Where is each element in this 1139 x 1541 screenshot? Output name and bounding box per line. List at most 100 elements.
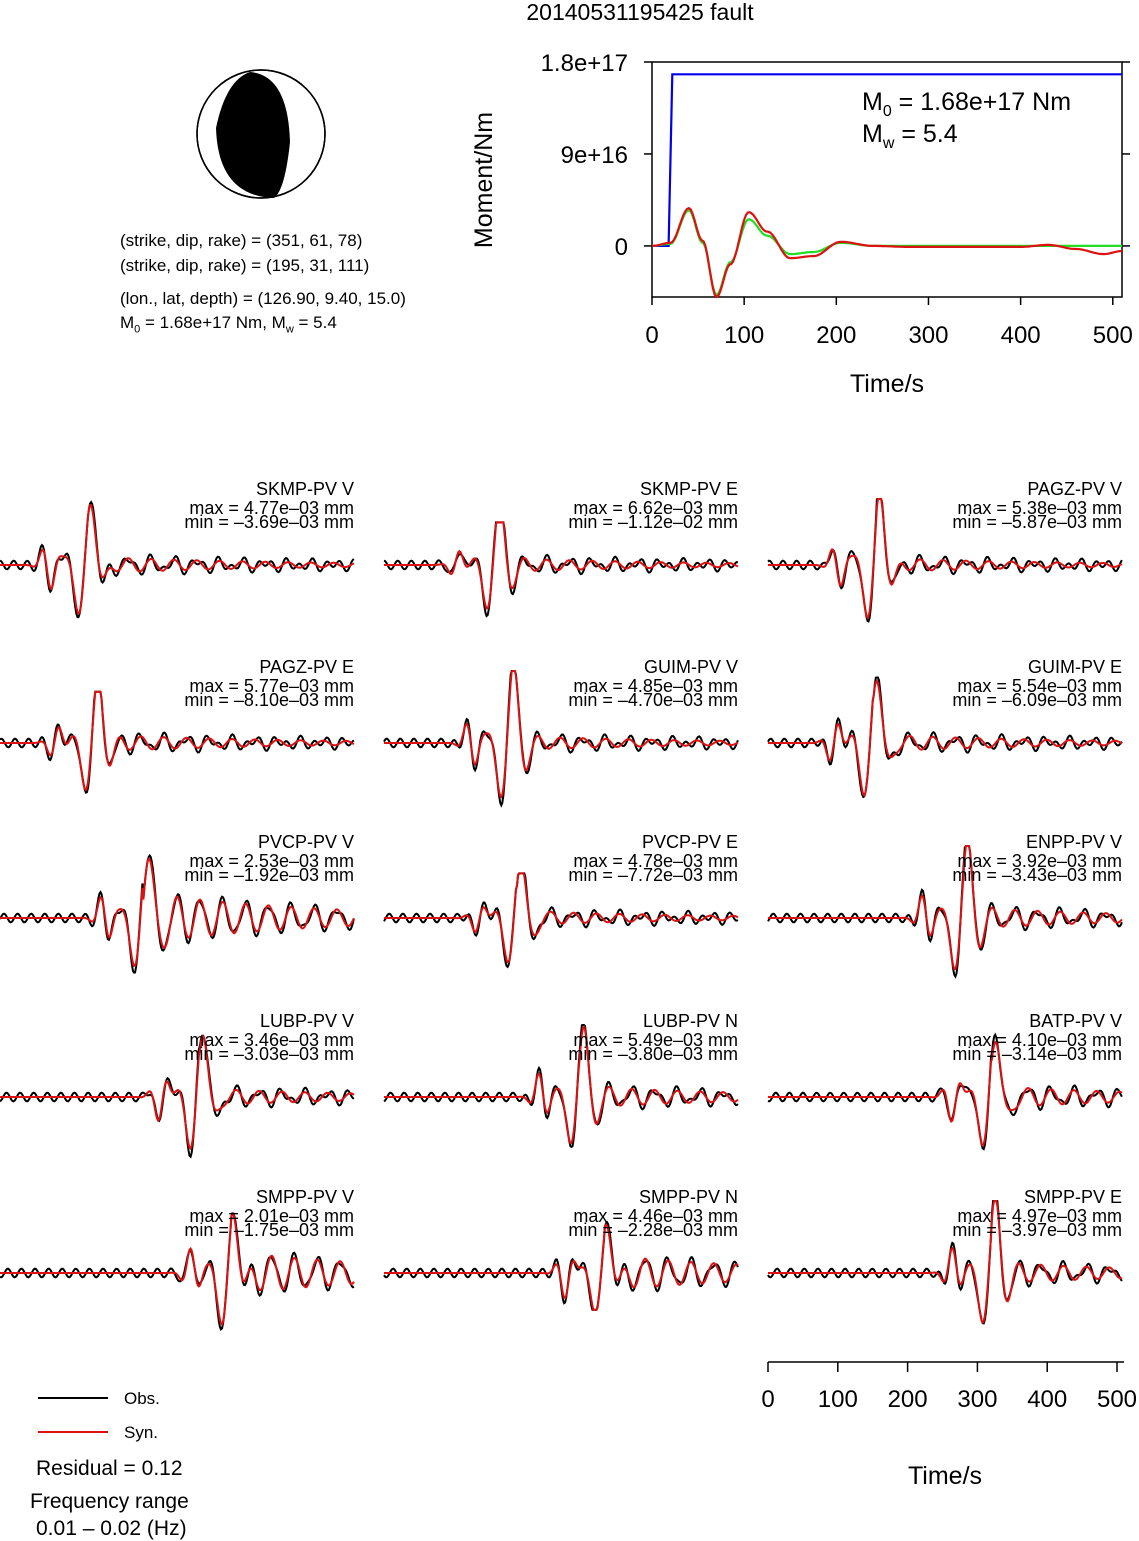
station-label: ENPP-PV V [1026, 832, 1122, 852]
synthetic-trace [384, 872, 739, 964]
moment-annotation-m0: M0 = 1.68e+17 Nm [862, 88, 1071, 120]
station-label: LUBP-PV N [643, 1011, 738, 1031]
station-label: BATP-PV V [1029, 1011, 1122, 1031]
station-label: SMPP-PV E [1024, 1187, 1122, 1207]
frequency-range-value: 0.01 – 0.02 (Hz) [36, 1517, 187, 1540]
max-amplitude-label: max = 5.49e–03 mm [573, 1030, 738, 1050]
max-amplitude-label: max = 4.46e–03 mm [573, 1206, 738, 1226]
focal-mechanism-beachball [196, 69, 326, 199]
synthetic-trace [768, 679, 1123, 798]
mw-main: M [862, 120, 883, 148]
nodal-plane-2: (strike, dip, rake) = (195, 31, 111) [120, 256, 370, 275]
mw-rest: = 5.4 [894, 120, 957, 148]
m0-subscript: 0 [134, 323, 141, 336]
legend-obs-label: Obs. [124, 1389, 160, 1408]
min-amplitude-label: min = –3.03e–03 mm [184, 1044, 354, 1064]
observed-trace [383, 670, 739, 808]
synthetic-trace [0, 857, 355, 967]
moment-ytick-label: 0 [615, 234, 628, 261]
min-amplitude-label: min = –1.75e–03 mm [184, 1220, 354, 1240]
mw-text: = 5.4 [293, 313, 337, 332]
max-amplitude-label: max = 4.77e–03 mm [189, 498, 354, 518]
max-amplitude-label: max = 5.54e–03 mm [957, 676, 1122, 696]
station-label: SMPP-PV N [639, 1187, 738, 1207]
max-amplitude-label: max = 6.62e–03 mm [573, 498, 738, 518]
waveform-xtick-label: 200 [888, 1386, 928, 1413]
synthetic-trace [768, 498, 1123, 620]
m0-rest: = 1.68e+17 Nm [892, 88, 1071, 116]
min-amplitude-label: min = –3.80e–03 mm [568, 1044, 738, 1064]
moment-ytick-label: 9e+16 [561, 142, 628, 169]
moment-xtick-label: 400 [1001, 322, 1041, 349]
min-amplitude-label: min = –7.72e–03 mm [568, 865, 738, 885]
observed-trace [767, 1200, 1123, 1325]
max-amplitude-label: max = 5.77e–03 mm [189, 676, 354, 696]
moment-curves [651, 73, 1123, 299]
min-amplitude-label: min = –3.69e–03 mm [184, 512, 354, 532]
waveform-xtick-label: 300 [957, 1386, 997, 1413]
synthetic-trace [0, 504, 355, 616]
min-amplitude-label: min = –8.10e–03 mm [184, 690, 354, 710]
synthetic-trace [768, 845, 1123, 971]
station-label: PVCP-PV V [258, 832, 354, 852]
moment-magnitude-line: M0 = 1.68e+17 Nm, Mw = 5.4 [120, 313, 337, 335]
max-amplitude-label: max = 4.85e–03 mm [573, 676, 738, 696]
moment-annotation-mw: Mw = 5.4 [862, 120, 958, 152]
min-amplitude-label: min = –1.92e–03 mm [184, 865, 354, 885]
mw-sub: w [882, 135, 895, 152]
moment-ytick-label: 1.8e+17 [541, 50, 628, 77]
min-amplitude-label: min = –2.28e–03 mm [568, 1220, 738, 1240]
moment-xtick-label: 0 [645, 322, 658, 349]
station-label: SMPP-PV V [256, 1187, 354, 1207]
moment-xlabel: Time/s [850, 370, 924, 398]
synthetic-trace [768, 1040, 1123, 1148]
max-amplitude-label: max = 2.01e–03 mm [189, 1206, 354, 1226]
station-label: LUBP-PV V [260, 1011, 354, 1031]
mw-subscript: w [285, 323, 294, 336]
synthetic-trace [0, 1034, 355, 1151]
waveform-xtick-label: 400 [1027, 1386, 1067, 1413]
moment-xtick-label: 200 [816, 322, 856, 349]
nodal-plane-1: (strike, dip, rake) = (351, 61, 78) [120, 231, 363, 250]
min-amplitude-label: min = –4.70e–03 mm [568, 690, 738, 710]
station-label: GUIM-PV E [1028, 657, 1122, 677]
max-amplitude-label: max = 4.10e–03 mm [957, 1030, 1122, 1050]
figure-title: 20140531195425 fault [526, 0, 754, 25]
min-amplitude-label: min = –3.14e–03 mm [952, 1044, 1122, 1064]
min-amplitude-label: min = –3.43e–03 mm [952, 865, 1122, 885]
max-amplitude-label: max = 3.92e–03 mm [957, 851, 1122, 871]
min-amplitude-label: min = –6.09e–03 mm [952, 690, 1122, 710]
m0-text: = 1.68e+17 Nm, M [140, 313, 286, 332]
frequency-range-title: Frequency range [30, 1490, 189, 1513]
moment-axes: 0 100 200 300 400 500 0 9e+16 1.8e+17 [541, 50, 1133, 349]
synthetic-trace [768, 1200, 1123, 1325]
station-label: GUIM-PV V [644, 657, 738, 677]
legend-syn-label: Syn. [124, 1423, 159, 1442]
synthetic-trace [384, 1222, 739, 1311]
synthetic-trace [384, 670, 739, 799]
beachball-rim [196, 69, 326, 199]
max-amplitude-label: max = 5.38e–03 mm [957, 498, 1122, 518]
station-label: SKMP-PV E [640, 479, 738, 499]
m0-sub: 0 [883, 103, 892, 120]
moment-ylabel: Moment/Nm [470, 112, 498, 248]
max-amplitude-label: max = 2.53e–03 mm [189, 851, 354, 871]
min-amplitude-label: min = –5.87e–03 mm [952, 512, 1122, 532]
max-amplitude-label: max = 4.97e–03 mm [957, 1206, 1122, 1226]
station-label: PAGZ-PV V [1027, 479, 1122, 499]
observed-trace [0, 690, 355, 794]
synthetic-trace [0, 1212, 355, 1327]
moment-xtick-label: 500 [1093, 322, 1133, 349]
